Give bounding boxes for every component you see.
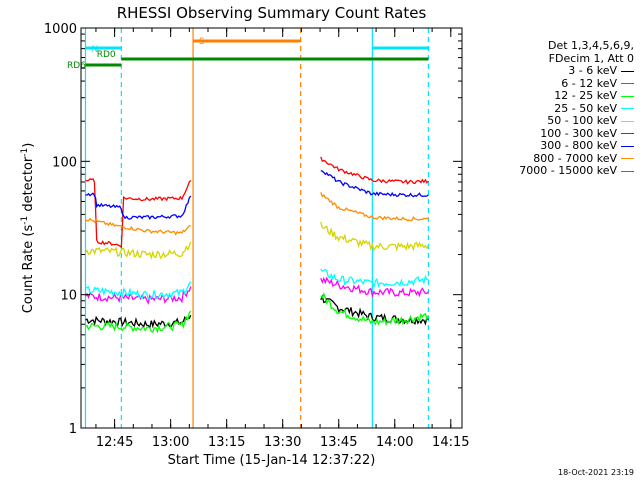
legend-entry-label: 50 - 100 keV — [547, 114, 617, 127]
legend-entry-label: 6 - 12 keV — [561, 76, 617, 90]
legend-entry: 800 - 7000 keV — [470, 151, 634, 166]
legend-entry-label: 300 - 800 keV — [540, 139, 617, 152]
legend-entry-label: 25 - 50 keV — [554, 101, 617, 115]
x-tick-label: 13:30 — [264, 435, 301, 450]
legend-swatch — [621, 133, 634, 135]
marker-label: S — [199, 37, 205, 47]
x-tick-label: 13:45 — [320, 435, 357, 450]
generation-date: 18-Oct-2021 23:19 — [558, 468, 634, 477]
series-line-4 — [320, 221, 429, 253]
legend-swatch — [621, 70, 634, 72]
legend-entry-label: 100 - 300 keV — [540, 126, 617, 140]
legend-swatch — [621, 145, 634, 147]
series-line-4 — [85, 241, 192, 261]
x-tick-label: 13:00 — [152, 435, 189, 450]
legend-swatch — [621, 83, 634, 85]
legend-entry-label: 800 - 7000 keV — [533, 151, 617, 165]
series-line-5 — [85, 178, 192, 249]
legend-entry-label: 7000 - 15000 keV — [519, 164, 617, 177]
legend-entry: 6 - 12 keV — [470, 76, 634, 91]
series-line-6 — [85, 192, 192, 220]
legend-swatch — [621, 95, 634, 97]
legend-entry-label: 3 - 6 keV — [568, 64, 617, 77]
chart-title: RHESSI Observing Summary Count Rates — [117, 4, 427, 22]
series-line-7 — [320, 192, 429, 222]
legend-entry-label: 12 - 25 keV — [554, 89, 617, 102]
series-line-1 — [320, 276, 429, 299]
legend: Det 1,3,4,5,6,9, FDecim 1, Att 0 3 - 6 k… — [470, 39, 634, 178]
legend-swatch — [621, 170, 634, 172]
x-tick-label: 12:45 — [96, 435, 133, 450]
y-tick-label: 1000 — [44, 22, 77, 37]
series-line-3 — [85, 281, 192, 300]
series-line-2 — [85, 310, 192, 334]
y-tick-label: 1 — [69, 422, 77, 437]
legend-entry: 3 - 6 keV — [470, 64, 634, 78]
series-line-2 — [320, 292, 430, 327]
x-tick-label: 13:15 — [208, 435, 245, 450]
series-line-7 — [85, 217, 191, 236]
series-line-3 — [320, 268, 429, 290]
legend-entry: 100 - 300 keV — [470, 126, 634, 141]
legend-swatch — [621, 120, 634, 122]
legend-entry: 300 - 800 keV — [470, 139, 634, 153]
marker-label: N — [91, 45, 98, 55]
y-axis-label: Count Rate (s-1 detector-1) — [20, 143, 36, 314]
legend-swatch — [621, 158, 634, 160]
y-tick-label: 100 — [52, 155, 77, 170]
series-line-6 — [320, 169, 429, 198]
y-tick-label: 10 — [60, 289, 77, 304]
legend-entry: 7000 - 15000 keV — [470, 164, 634, 178]
plot-frame — [80, 27, 463, 429]
legend-entry: 12 - 25 keV — [470, 89, 634, 103]
legend-header-detectors: Det 1,3,4,5,6,9, — [547, 39, 634, 52]
series-line-5 — [320, 156, 429, 185]
legend-entry: 50 - 100 keV — [470, 114, 634, 128]
legend-header-settings: FDecim 1, Att 0 — [548, 51, 634, 65]
series-line-0 — [85, 315, 192, 330]
rd-label: RD6 — [67, 61, 86, 71]
x-axis-label: Start Time (15-Jan-14 12:37:22) — [168, 453, 376, 468]
legend-entry: 25 - 50 keV — [470, 101, 634, 116]
x-tick-label: 14:00 — [376, 435, 413, 450]
x-tick-label: 14:15 — [432, 435, 469, 450]
legend-swatch — [621, 108, 634, 110]
rd-label: RD0 — [97, 50, 116, 60]
